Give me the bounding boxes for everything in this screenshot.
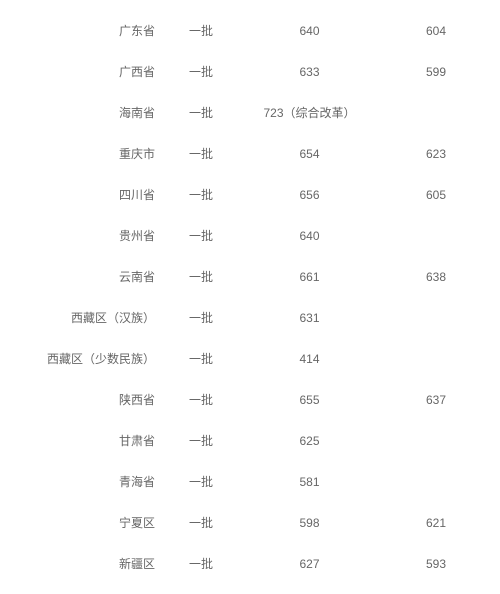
batch-cell: 一批 bbox=[165, 555, 237, 572]
province-cell: 青海省 bbox=[0, 473, 165, 490]
batch-cell: 一批 bbox=[165, 309, 237, 326]
province-cell: 陕西省 bbox=[0, 391, 165, 408]
batch-cell: 一批 bbox=[165, 514, 237, 531]
table-row: 海南省 一批 723（综合改革） bbox=[0, 92, 500, 133]
score1-cell: 414 bbox=[237, 352, 382, 366]
province-cell: 新疆区 bbox=[0, 555, 165, 572]
batch-cell: 一批 bbox=[165, 104, 237, 121]
score2-cell: 637 bbox=[382, 393, 490, 407]
table-row: 贵州省 一批 640 bbox=[0, 215, 500, 256]
province-cell: 西藏区（少数民族） bbox=[0, 350, 165, 367]
score1-cell: 640 bbox=[237, 24, 382, 38]
province-cell: 西藏区（汉族） bbox=[0, 309, 165, 326]
province-cell: 广东省 bbox=[0, 22, 165, 39]
score1-cell: 581 bbox=[237, 475, 382, 489]
table-row: 陕西省 一批 655 637 bbox=[0, 379, 500, 420]
table-row: 青海省 一批 581 bbox=[0, 461, 500, 502]
batch-cell: 一批 bbox=[165, 473, 237, 490]
table-row: 西藏区（少数民族） 一批 414 bbox=[0, 338, 500, 379]
batch-cell: 一批 bbox=[165, 63, 237, 80]
score2-cell: 599 bbox=[382, 65, 490, 79]
batch-cell: 一批 bbox=[165, 432, 237, 449]
table-row: 云南省 一批 661 638 bbox=[0, 256, 500, 297]
score1-cell: 633 bbox=[237, 65, 382, 79]
province-cell: 宁夏区 bbox=[0, 514, 165, 531]
table-row: 宁夏区 一批 598 621 bbox=[0, 502, 500, 543]
score2-cell: 604 bbox=[382, 24, 490, 38]
province-cell: 重庆市 bbox=[0, 145, 165, 162]
batch-cell: 一批 bbox=[165, 350, 237, 367]
batch-cell: 一批 bbox=[165, 186, 237, 203]
batch-cell: 一批 bbox=[165, 227, 237, 244]
score2-cell: 593 bbox=[382, 557, 490, 571]
score1-cell: 598 bbox=[237, 516, 382, 530]
score1-cell: 654 bbox=[237, 147, 382, 161]
province-cell: 海南省 bbox=[0, 104, 165, 121]
table-row: 广东省 一批 640 604 bbox=[0, 10, 500, 51]
score1-cell: 661 bbox=[237, 270, 382, 284]
province-cell: 贵州省 bbox=[0, 227, 165, 244]
batch-cell: 一批 bbox=[165, 22, 237, 39]
province-cell: 甘肃省 bbox=[0, 432, 165, 449]
table-row: 广西省 一批 633 599 bbox=[0, 51, 500, 92]
province-cell: 云南省 bbox=[0, 268, 165, 285]
score1-cell: 627 bbox=[237, 557, 382, 571]
table-row: 四川省 一批 656 605 bbox=[0, 174, 500, 215]
score2-cell: 621 bbox=[382, 516, 490, 530]
province-cell: 四川省 bbox=[0, 186, 165, 203]
table-row: 甘肃省 一批 625 bbox=[0, 420, 500, 461]
score2-cell: 623 bbox=[382, 147, 490, 161]
batch-cell: 一批 bbox=[165, 145, 237, 162]
table-row: 新疆区 一批 627 593 bbox=[0, 543, 500, 584]
score1-cell: 655 bbox=[237, 393, 382, 407]
score2-cell: 638 bbox=[382, 270, 490, 284]
admission-scores-table: 广东省 一批 640 604 广西省 一批 633 599 海南省 一批 723… bbox=[0, 0, 500, 594]
score1-cell: 625 bbox=[237, 434, 382, 448]
table-row: 重庆市 一批 654 623 bbox=[0, 133, 500, 174]
batch-cell: 一批 bbox=[165, 268, 237, 285]
score1-cell: 723（综合改革） bbox=[237, 104, 382, 121]
score2-cell: 605 bbox=[382, 188, 490, 202]
score1-cell: 631 bbox=[237, 311, 382, 325]
province-cell: 广西省 bbox=[0, 63, 165, 80]
batch-cell: 一批 bbox=[165, 391, 237, 408]
score1-cell: 640 bbox=[237, 229, 382, 243]
score1-cell: 656 bbox=[237, 188, 382, 202]
table-row: 西藏区（汉族） 一批 631 bbox=[0, 297, 500, 338]
